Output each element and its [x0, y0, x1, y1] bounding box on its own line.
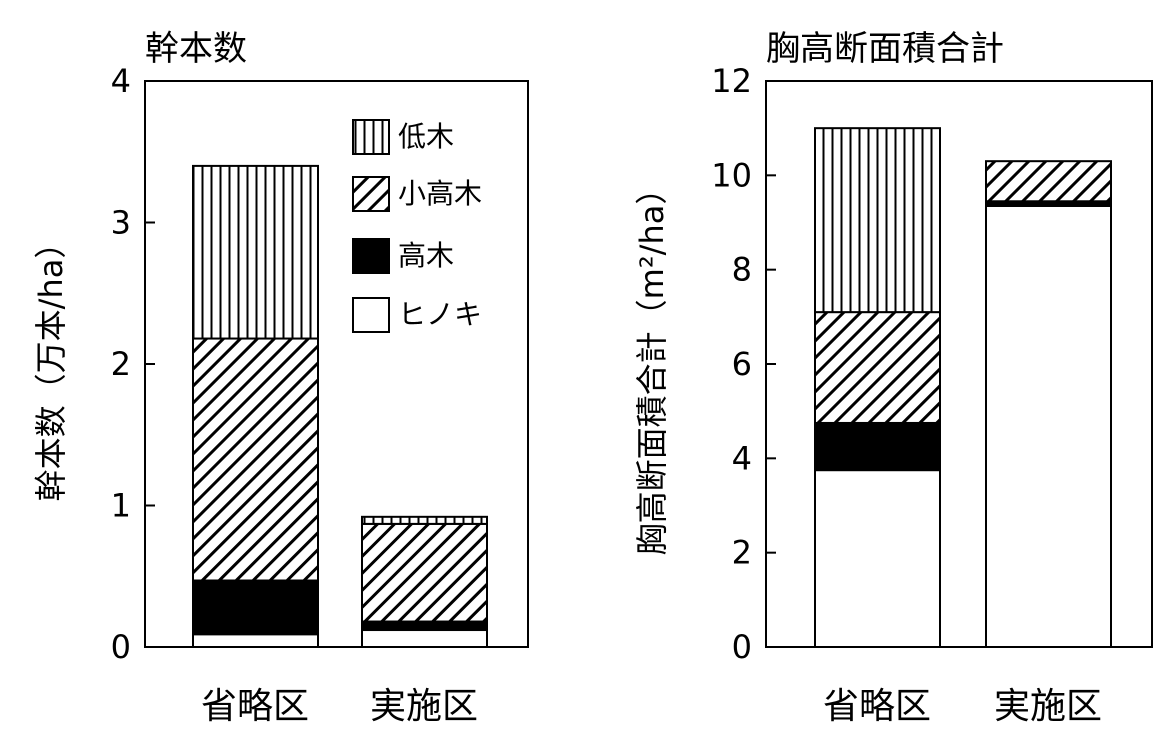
- legend-swatch: [352, 297, 390, 333]
- chart-stem-count: 幹本数 0 1 2 3 4 幹本数（万本/ha） 省略区 実施区 低木 小高木 高木 ヒ…: [32, 29, 529, 727]
- legend-swatch: [352, 119, 390, 155]
- legend-label: ヒノキ: [398, 298, 482, 331]
- bars: [192, 164, 488, 649]
- bar-segment: [361, 522, 488, 623]
- bar-segment: [192, 633, 319, 649]
- y-tick-label: 0: [732, 628, 752, 666]
- y-tick-label: 1: [111, 487, 131, 525]
- bars: [814, 127, 1112, 648]
- y-tick-label: 10: [711, 156, 752, 194]
- y-tick-label: 8: [732, 251, 752, 289]
- bar-segment: [192, 164, 319, 340]
- legend-swatch: [352, 238, 390, 274]
- chart-basal-area: 胸高断面積合計 0 2 4 6 8 10 12 胸高断面積合計（m²/ha） 省略区 実施区: [633, 29, 1153, 727]
- bar-segment: [361, 620, 488, 632]
- legend-item: ヒノキ: [352, 297, 482, 333]
- category-label: 実施区: [994, 686, 1102, 727]
- y-tick-label: 4: [732, 439, 752, 477]
- y-tick-label: 6: [732, 345, 752, 383]
- legend-label: 高木: [398, 239, 454, 272]
- plot-frame: [144, 80, 529, 648]
- chart-title: 胸高断面積合計: [766, 29, 1004, 69]
- legend-item: 低木: [352, 119, 454, 155]
- y-axis-ticks: 0 1 2 3 4: [111, 62, 155, 666]
- plot-frame: [765, 80, 1153, 648]
- y-tick-label: 3: [111, 204, 131, 242]
- y-tick-label: 0: [111, 628, 131, 666]
- bar-segment: [192, 337, 319, 582]
- legend-item: 高木: [352, 238, 454, 274]
- legend-swatch: [352, 176, 390, 212]
- y-axis-label: 幹本数（万本/ha）: [32, 227, 70, 502]
- legend-label: 低木: [398, 120, 454, 153]
- bar-segment: [361, 515, 488, 525]
- bar-segment: [985, 204, 1112, 648]
- bar-segment: [814, 421, 941, 472]
- y-tick-label: 2: [111, 345, 131, 383]
- category-label: 省略区: [823, 686, 931, 727]
- bar-segment: [985, 160, 1112, 203]
- legend: 低木 小高木 高木 ヒノキ: [352, 119, 482, 333]
- bar-segment: [361, 629, 488, 649]
- bar-segment: [192, 579, 319, 636]
- legend-item: 小高木: [352, 176, 482, 212]
- category-label: 省略区: [201, 686, 309, 727]
- bar-segment: [814, 469, 941, 648]
- y-tick-label: 12: [711, 62, 752, 100]
- bar-segment: [814, 127, 941, 314]
- y-axis-label: 胸高断面積合計（m²/ha）: [633, 173, 671, 556]
- y-tick-label: 2: [732, 534, 752, 572]
- legend-label: 小高木: [398, 177, 482, 210]
- category-label: 実施区: [370, 686, 478, 727]
- y-tick-label: 4: [111, 62, 131, 100]
- bar-segment: [814, 311, 941, 424]
- chart-title: 幹本数: [145, 29, 247, 69]
- y-axis-ticks: 0 2 4 6 8 10 12: [711, 62, 776, 666]
